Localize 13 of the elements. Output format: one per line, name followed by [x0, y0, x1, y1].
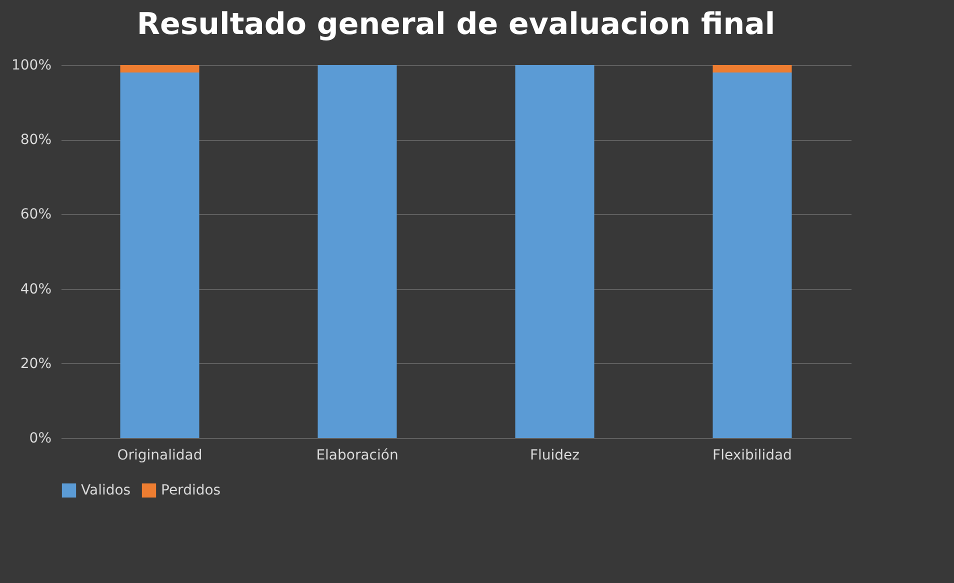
- x-tick-label: Flexibilidad: [712, 448, 792, 464]
- y-tick-label: 80%: [20, 132, 52, 148]
- chart-title: Resultado general de evaluacion final: [136, 7, 776, 42]
- legend-label: Perdidos: [161, 482, 221, 498]
- x-tick-label: Originalidad: [117, 448, 202, 464]
- y-tick-label: 20%: [20, 356, 52, 372]
- x-tick-label: Elaboración: [316, 448, 398, 464]
- x-tick-label: Fluidez: [530, 448, 580, 464]
- y-tick-label: 60%: [20, 206, 52, 223]
- y-tick-label: 40%: [20, 281, 52, 298]
- y-tick-label: 100%: [11, 58, 52, 74]
- y-tick-label: 0%: [29, 430, 52, 446]
- legend-label: Validos: [81, 482, 131, 498]
